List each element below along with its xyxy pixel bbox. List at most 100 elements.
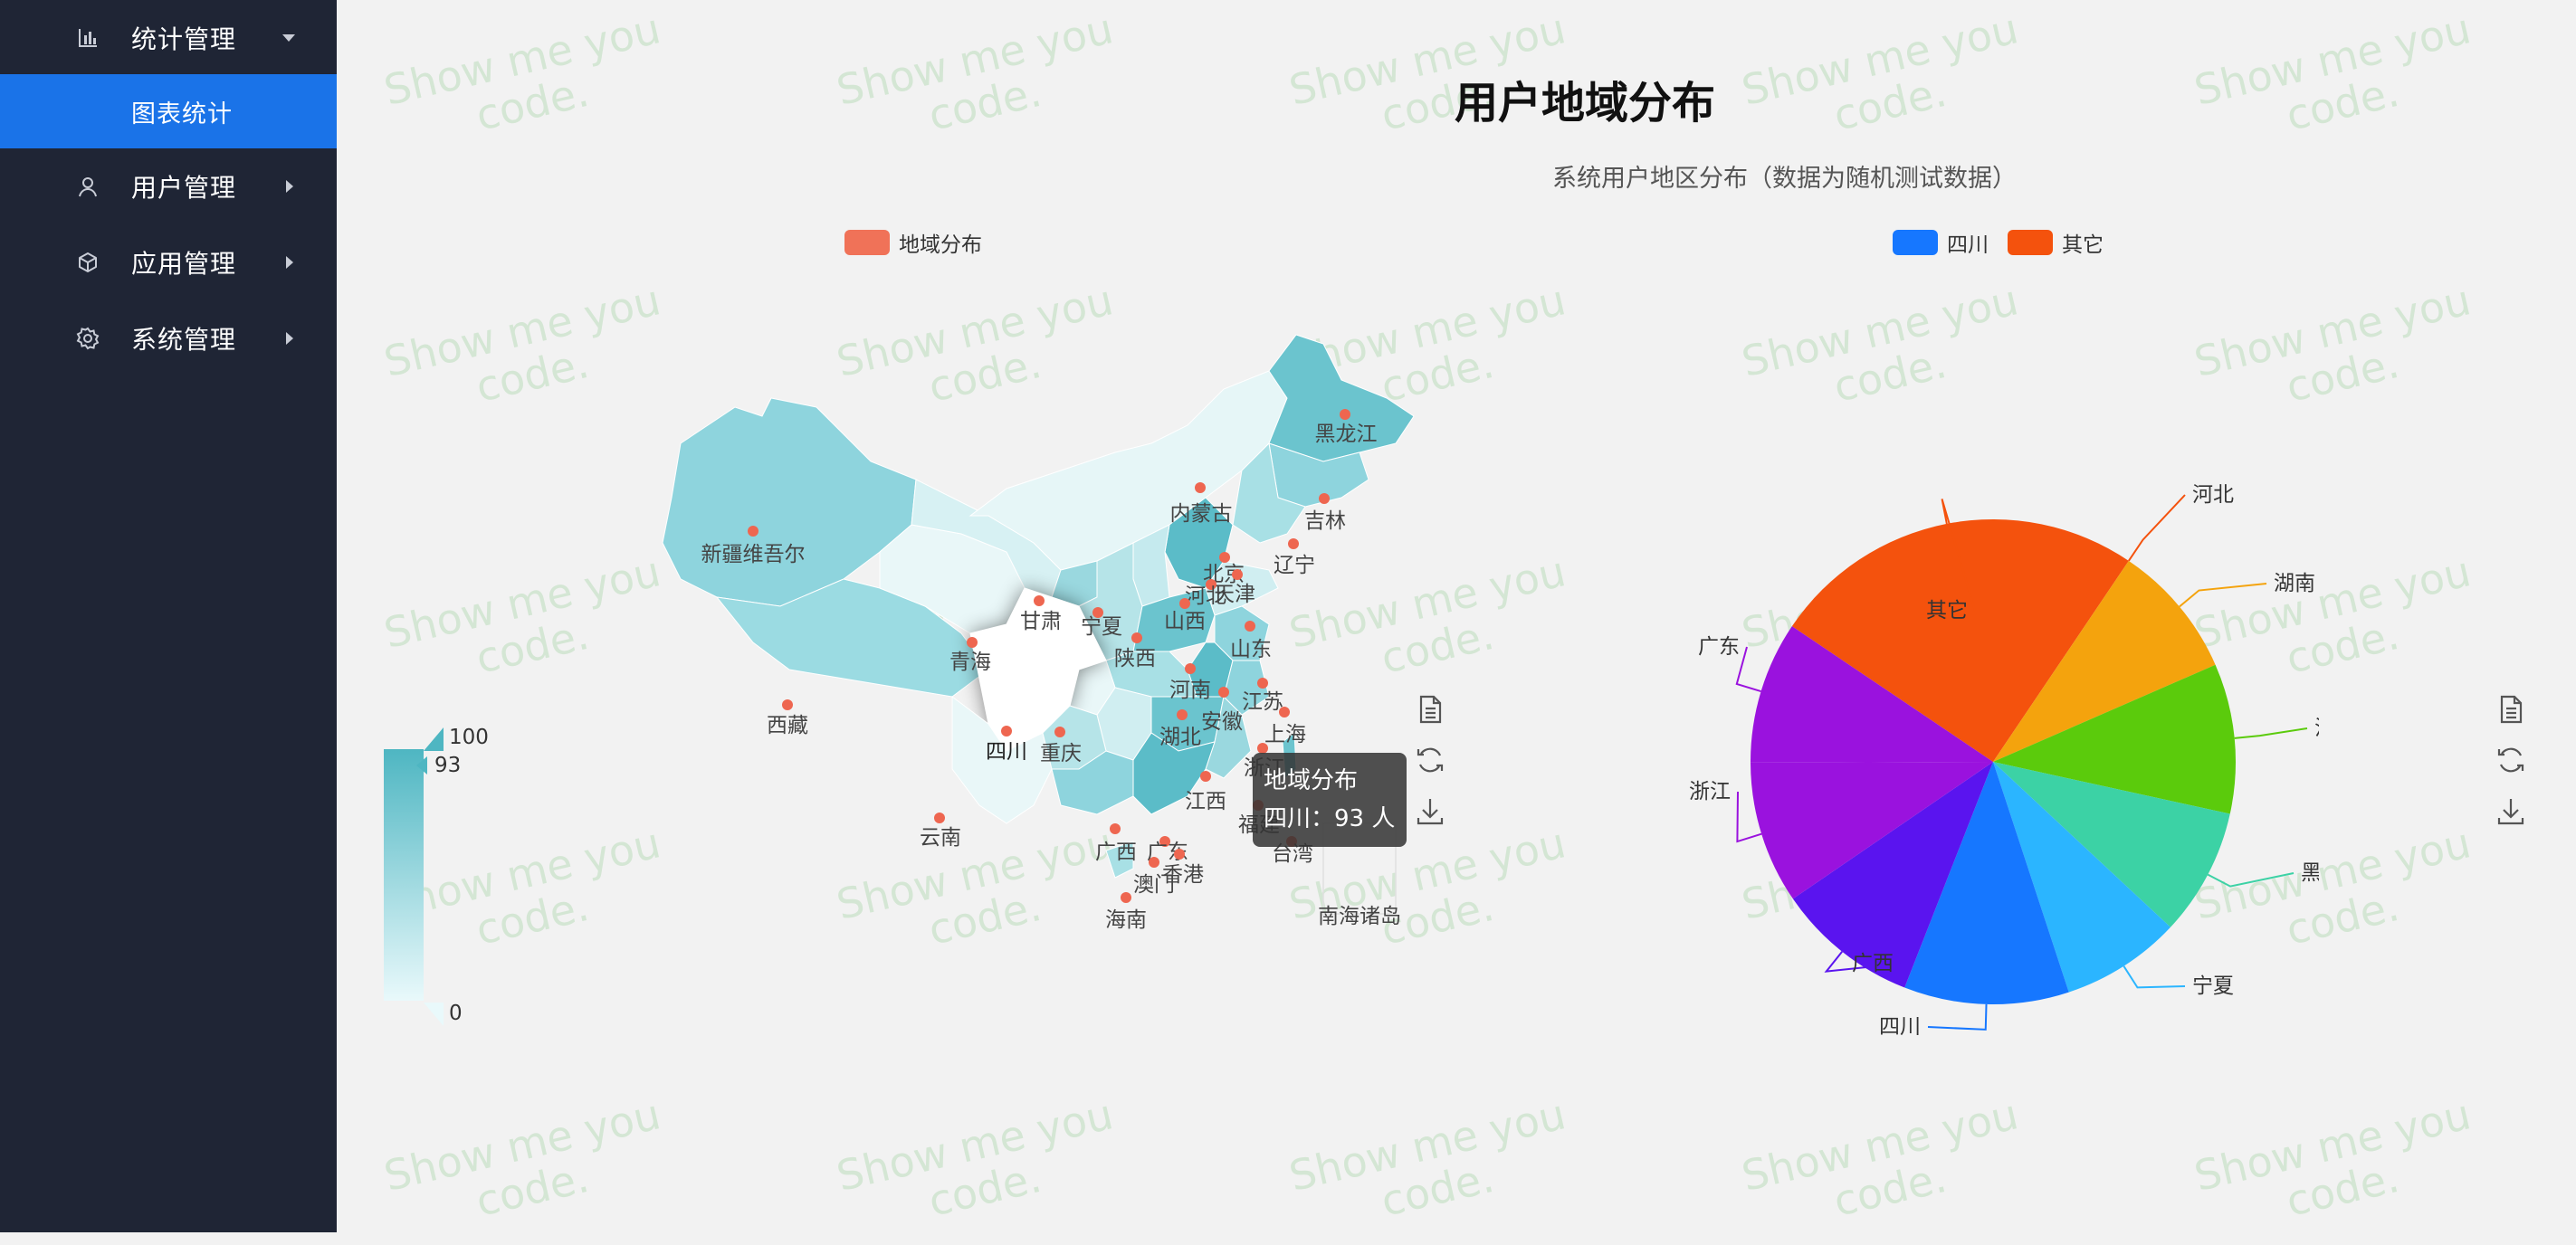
refresh-icon bbox=[2497, 747, 2524, 773]
province-dot[interactable] bbox=[1159, 836, 1170, 847]
menu-stats[interactable]: 统计管理 bbox=[0, 0, 337, 76]
pie-legend-item-other[interactable]: 其它 bbox=[2008, 227, 2104, 258]
tooltip-series: 地域分布 bbox=[1264, 767, 1359, 794]
visual-map-handle-top[interactable] bbox=[424, 727, 444, 751]
pie-restore-button[interactable] bbox=[2495, 744, 2527, 776]
pie-slice[interactable] bbox=[1993, 762, 2230, 927]
province-dot[interactable] bbox=[1245, 621, 1255, 632]
visual-map-indicator bbox=[416, 756, 427, 775]
pie-label: 宁夏 bbox=[2192, 974, 2234, 998]
visual-map-max: 100 bbox=[449, 726, 489, 749]
pie-slice[interactable] bbox=[1791, 519, 2129, 762]
chevron-down-icon bbox=[282, 34, 295, 42]
province-dot[interactable] bbox=[1257, 743, 1268, 754]
pie-slice[interactable] bbox=[1993, 762, 2171, 993]
map-restore-button[interactable] bbox=[1414, 744, 1446, 776]
province-dot[interactable] bbox=[1110, 823, 1121, 834]
pie-legend-label: 其它 bbox=[2062, 233, 2104, 257]
province-label: 青海 bbox=[949, 651, 991, 674]
document-icon bbox=[2500, 695, 2523, 724]
province-dot[interactable] bbox=[934, 813, 945, 823]
province-dot[interactable] bbox=[1001, 726, 1012, 737]
province-dot[interactable] bbox=[1179, 598, 1190, 609]
page-title: 用户地域分布 bbox=[1455, 80, 1716, 128]
province-dot[interactable] bbox=[1288, 538, 1299, 549]
province-dot[interactable] bbox=[1195, 482, 1206, 493]
province-dot[interactable] bbox=[782, 699, 793, 710]
pie-slice[interactable] bbox=[1792, 762, 1993, 988]
pie-leader-line bbox=[2123, 965, 2186, 989]
province-xinjiang bbox=[662, 397, 917, 607]
pie-slice[interactable] bbox=[1993, 664, 2236, 814]
visual-map-bar[interactable] bbox=[384, 749, 424, 1001]
province-dot[interactable] bbox=[1219, 552, 1230, 563]
province-label: 安徽 bbox=[1201, 710, 1243, 734]
province-dot[interactable] bbox=[1034, 595, 1045, 606]
province-dot[interactable] bbox=[1200, 771, 1211, 782]
map-data-view-button[interactable] bbox=[1414, 693, 1446, 726]
province-dot[interactable] bbox=[1279, 707, 1290, 718]
pie-leader-line bbox=[2128, 494, 2186, 562]
pie-label: 江西 bbox=[2314, 717, 2319, 740]
menu-system[interactable]: 系统管理 bbox=[0, 300, 337, 376]
province-dot[interactable] bbox=[967, 637, 978, 648]
province-dot[interactable] bbox=[1206, 579, 1216, 590]
chevron-right-icon bbox=[286, 332, 293, 345]
pie-data-view-button[interactable] bbox=[2495, 693, 2527, 726]
province-label: 上海 bbox=[1264, 723, 1306, 746]
province-dot[interactable] bbox=[1092, 607, 1103, 618]
pie-leader-line bbox=[1736, 791, 1762, 843]
user-icon bbox=[76, 175, 100, 198]
pie-chart[interactable]: 其它 河北湖南江西黑龙江宁夏四川 广西 浙江 广东 bbox=[1667, 389, 2319, 1059]
pie-legend-item-sichuan[interactable]: 四川 bbox=[1893, 227, 1989, 258]
visual-map-handle-bottom[interactable] bbox=[424, 1003, 444, 1026]
submenu-chart-stats[interactable]: 图表统计 bbox=[0, 74, 337, 148]
province-dot[interactable] bbox=[1131, 632, 1142, 643]
province-dot[interactable] bbox=[1149, 857, 1159, 868]
province-dot[interactable] bbox=[1218, 687, 1229, 698]
tooltip-content: 四川：93 人 bbox=[1264, 805, 1396, 832]
province-dot[interactable] bbox=[1174, 849, 1185, 860]
pie-slice[interactable] bbox=[1751, 626, 1993, 763]
province-label: 河南 bbox=[1169, 679, 1211, 702]
menu-users[interactable]: 用户管理 bbox=[0, 148, 337, 224]
province-label: 甘肃 bbox=[1020, 610, 1062, 633]
pie-slice[interactable] bbox=[1993, 560, 2216, 762]
province-hainan bbox=[1105, 841, 1134, 879]
pie-leader-line bbox=[2207, 872, 2295, 888]
pie-slice[interactable] bbox=[1751, 762, 1993, 899]
province-dot[interactable] bbox=[1257, 678, 1268, 689]
province-dot[interactable] bbox=[1054, 727, 1065, 737]
pie-download-button[interactable] bbox=[2495, 794, 2527, 827]
province-label: 南海诸岛 bbox=[1318, 905, 1401, 928]
province-label: 江西 bbox=[1185, 790, 1226, 813]
cube-icon bbox=[76, 251, 100, 274]
province-dot[interactable] bbox=[1185, 663, 1196, 674]
gear-icon bbox=[76, 327, 100, 350]
map-legend-label: 地域分布 bbox=[899, 233, 982, 257]
download-icon bbox=[1417, 799, 1444, 825]
map-legend-item[interactable]: 地域分布 bbox=[844, 227, 982, 258]
province-label: 澳门 bbox=[1133, 873, 1175, 897]
province-dot[interactable] bbox=[1340, 409, 1350, 420]
province-label: 陕西 bbox=[1114, 647, 1156, 670]
pie-label: 黑龙江 bbox=[2301, 861, 2319, 885]
pie-slice[interactable] bbox=[1904, 762, 2069, 1004]
province-dot[interactable] bbox=[1232, 569, 1243, 580]
province-dot[interactable] bbox=[1177, 709, 1188, 720]
pie-leader-line bbox=[2179, 583, 2267, 608]
province-dot[interactable] bbox=[1319, 493, 1330, 504]
province-dot[interactable] bbox=[1121, 892, 1131, 903]
menu-apps[interactable]: 应用管理 bbox=[0, 224, 337, 300]
province-label: 海南 bbox=[1105, 908, 1147, 932]
download-icon bbox=[2497, 799, 2524, 825]
pie-leader-line bbox=[1941, 499, 1976, 612]
pie-legend-swatch bbox=[1893, 230, 1938, 255]
map-download-button[interactable] bbox=[1414, 794, 1446, 827]
pie-label: 湖南 bbox=[2274, 572, 2315, 595]
province-dot[interactable] bbox=[748, 526, 758, 537]
